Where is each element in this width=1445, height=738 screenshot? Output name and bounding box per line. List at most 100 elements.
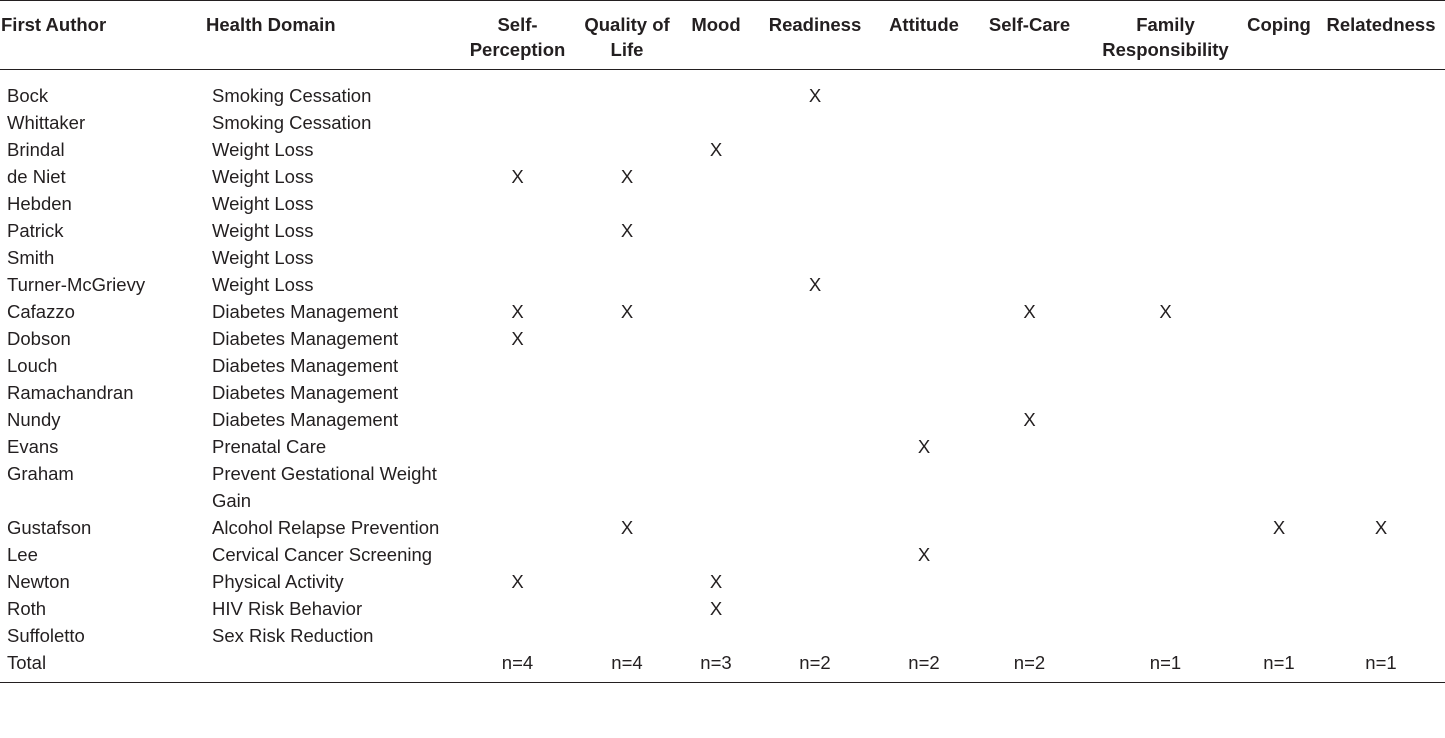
table-row: Whittaker Smoking Cessation [0, 109, 1445, 136]
mark-cell [969, 568, 1090, 595]
mark-cell [1090, 271, 1241, 298]
mark-cell [1317, 622, 1445, 649]
table-row: Patrick Weight Loss X [0, 217, 1445, 244]
mark-cell [879, 136, 969, 163]
mark-cell [681, 298, 751, 325]
mark-cell [1241, 70, 1317, 110]
table-row: Graham Prevent Gestational Weight Gain [0, 460, 1445, 514]
mark-cell [751, 460, 879, 514]
mark-cell [1317, 352, 1445, 379]
mark-cell [751, 136, 879, 163]
mark-cell [462, 406, 573, 433]
mark-cell [462, 622, 573, 649]
mark-cell [879, 568, 969, 595]
mark-cell: X [1159, 301, 1172, 322]
mark-cell [1317, 379, 1445, 406]
mark-cell [1090, 70, 1241, 110]
mark-cell [462, 244, 573, 271]
mark-cell [573, 406, 681, 433]
table-row: Roth HIV Risk Behavior X [0, 595, 1445, 622]
mark-cell [462, 217, 573, 244]
mark-cell [462, 514, 573, 541]
total-domain-empty [205, 649, 462, 683]
author-cell: Nundy [7, 409, 61, 430]
domain-cell: Weight Loss [212, 220, 314, 241]
mark-cell [969, 271, 1090, 298]
table-row: Lee Cervical Cancer Screening X [0, 541, 1445, 568]
domain-cell: Diabetes Management [212, 409, 399, 430]
header-first-author: First Author [1, 14, 107, 35]
mark-cell [573, 271, 681, 298]
mark-cell [681, 514, 751, 541]
total-row: Total n=4 n=4 n=3 n=2 n=2 n=2 n=1 n=1 n=1 [0, 649, 1445, 683]
author-cell: Roth [7, 598, 47, 619]
table-row: de Niet Weight Loss X X [0, 163, 1445, 190]
mark-cell [681, 622, 751, 649]
mark-cell [1090, 352, 1241, 379]
table-row: Evans Prenatal Care X [0, 433, 1445, 460]
header-mood: Mood [691, 14, 741, 35]
header-row: First Author Health Domain Self-Percepti… [0, 0, 1445, 70]
domain-cell: HIV Risk Behavior [212, 598, 363, 619]
domain-cell: Cervical Cancer Screening [212, 544, 433, 565]
mark-cell [1241, 271, 1317, 298]
mark-cell: X [917, 436, 931, 457]
mark-cell [573, 379, 681, 406]
table-row: Cafazzo Diabetes Management X X X X [0, 298, 1445, 325]
mark-cell: X [511, 166, 524, 187]
domain-cell: Weight Loss [212, 274, 314, 295]
mark-cell [879, 190, 969, 217]
mark-cell [1317, 136, 1445, 163]
domain-cell: Weight Loss [212, 139, 314, 160]
domain-cell: Weight Loss [212, 247, 314, 268]
mark-cell [681, 325, 751, 352]
mark-cell [573, 460, 681, 514]
mark-cell [1090, 136, 1241, 163]
mark-cell [751, 379, 879, 406]
mark-cell [969, 379, 1090, 406]
mark-cell [879, 595, 969, 622]
mark-cell [751, 622, 879, 649]
mark-cell [462, 595, 573, 622]
author-cell: de Niet [7, 166, 66, 187]
mark-cell [573, 109, 681, 136]
author-cell: Turner-McGrievy [7, 274, 146, 295]
domain-cell: Diabetes Management [212, 382, 399, 403]
mark-cell [879, 622, 969, 649]
mark-cell [1241, 460, 1317, 514]
mark-cell [751, 352, 879, 379]
mark-cell [1241, 298, 1317, 325]
domain-cell: Diabetes Management [212, 328, 399, 349]
total-value: n=1 [1241, 649, 1317, 683]
mark-cell [1090, 379, 1241, 406]
mark-cell: X [511, 328, 524, 349]
table-row: Turner-McGrievy Weight Loss X [0, 271, 1445, 298]
mark-cell [681, 163, 751, 190]
table-row: Newton Physical Activity X X [0, 568, 1445, 595]
author-cell: Brindal [7, 139, 65, 160]
mark-cell [751, 514, 879, 541]
mark-cell [681, 244, 751, 271]
mark-cell [879, 352, 969, 379]
mark-cell [1241, 136, 1317, 163]
mark-cell [1090, 325, 1241, 352]
mark-cell [462, 190, 573, 217]
author-cell: Gustafson [7, 517, 92, 538]
mark-cell: X [1374, 517, 1388, 538]
table-row: Bock Smoking Cessation X [0, 70, 1445, 110]
mark-cell [462, 109, 573, 136]
total-value: n=1 [1317, 649, 1445, 683]
mark-cell: X [1272, 517, 1286, 538]
author-cell: Suffoletto [7, 625, 85, 646]
mark-cell [969, 217, 1090, 244]
mark-cell: X [620, 166, 634, 187]
mark-cell [879, 406, 969, 433]
author-cell: Patrick [7, 220, 64, 241]
mark-cell [879, 298, 969, 325]
mark-cell [1317, 244, 1445, 271]
mark-cell [1317, 595, 1445, 622]
mark-cell [751, 109, 879, 136]
author-cell: Louch [7, 355, 58, 376]
table-row: Hebden Weight Loss [0, 190, 1445, 217]
domain-cell: Diabetes Management [212, 301, 399, 322]
